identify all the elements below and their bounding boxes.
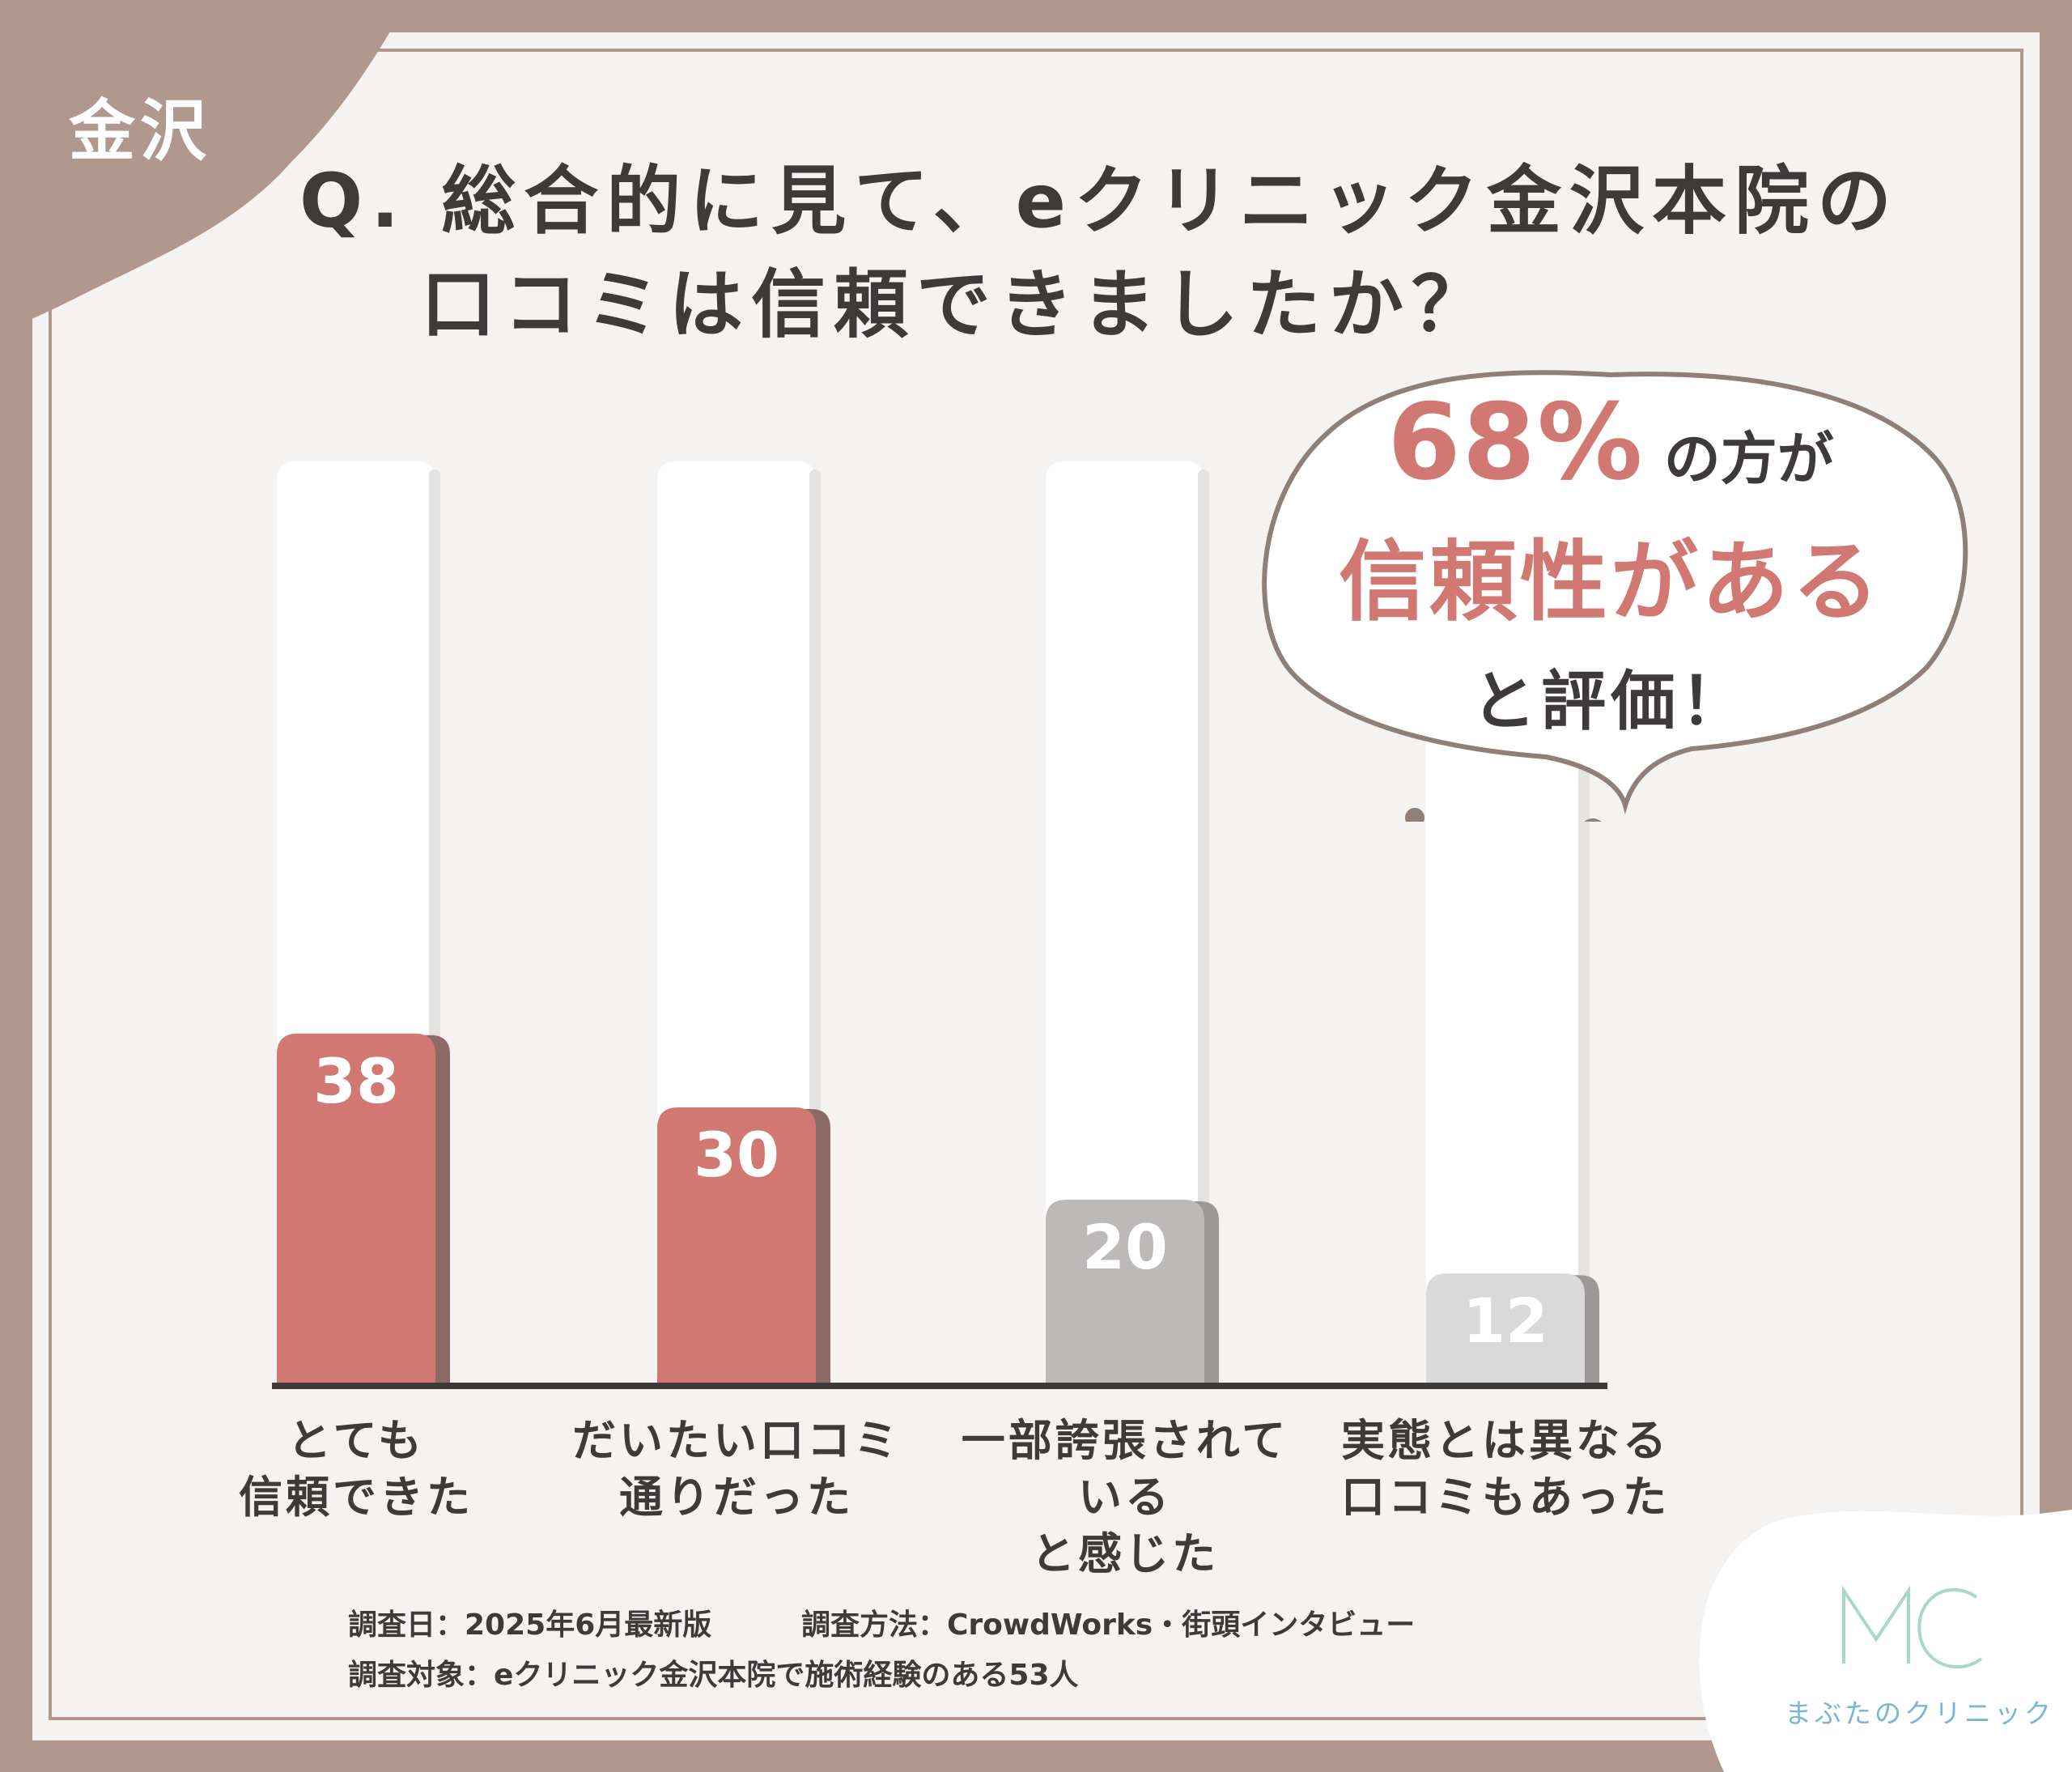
footer-method: 調査方法：CrowdWorks・街頭インタビュー — [801, 1608, 1416, 1642]
category-label-line: 信頼できた — [239, 1472, 473, 1523]
question-line-2: 口コミは信頼できましたか？ — [421, 261, 1495, 348]
callout-percent: 68% — [1387, 380, 1645, 504]
corner-decoration — [0, 0, 409, 332]
callout-line-1-suffix: の方が — [1663, 426, 1834, 492]
bar — [657, 1107, 816, 1384]
category-label-line: とても — [287, 1415, 425, 1466]
category-label: とても 信頼できた — [170, 1413, 542, 1526]
category-label-line: 実態とは異なる — [1341, 1415, 1670, 1466]
x-axis-baseline — [272, 1383, 1607, 1389]
callout-text: 68% の方が 信頼性がある と評価！ — [1263, 380, 1959, 743]
category-label: だいたい口コミ 通りだった — [550, 1413, 923, 1526]
bar — [1046, 1200, 1204, 1384]
bar-value-label: 12 — [1463, 1285, 1548, 1357]
footer-target: 調査対象：eクリニック金沢本院で施術経験のある53人 — [348, 1659, 1079, 1692]
bar — [277, 1033, 435, 1384]
location-tag: 金沢 — [69, 93, 212, 170]
category-label: 一部誇張されている と感じた — [939, 1413, 1311, 1583]
bar — [1426, 1273, 1585, 1384]
bar-track-shadow — [1198, 470, 1209, 1384]
callout-line-3: と評価！ — [1471, 664, 1750, 739]
bar-track — [1046, 461, 1204, 1384]
footer-date: 調査日：2025年6月最新版 — [348, 1608, 712, 1642]
category-label-line: 口コミもあった — [1341, 1472, 1670, 1523]
callout-line-2: 信頼性がある — [1338, 532, 1883, 633]
category-label-line: と感じた — [1031, 1528, 1219, 1579]
speech-bubble — [1262, 370, 1968, 822]
bar-value-label: 30 — [694, 1119, 779, 1191]
logo-mark — [1842, 1585, 1983, 1669]
question-title: Q. 総合的に見て、eクリニック金沢本院の 口コミは信頼できましたか？ — [299, 150, 1967, 357]
category-label-line: 通りだった — [619, 1472, 854, 1523]
logo-name: まぶたのクリニック — [1785, 1698, 2054, 1729]
question-line-1: Q. 総合的に見て、eクリニック金沢本院の — [299, 158, 1900, 244]
bar-value-label: 20 — [1082, 1211, 1168, 1283]
category-label: 実態とは異なる 口コミもあった — [1319, 1413, 1692, 1526]
logo-background — [1699, 1510, 2072, 1772]
bar-value-label: 38 — [313, 1045, 399, 1117]
category-label-line: だいたい口コミ — [572, 1415, 901, 1466]
category-label-line: 一部誇張されている — [961, 1415, 1289, 1523]
